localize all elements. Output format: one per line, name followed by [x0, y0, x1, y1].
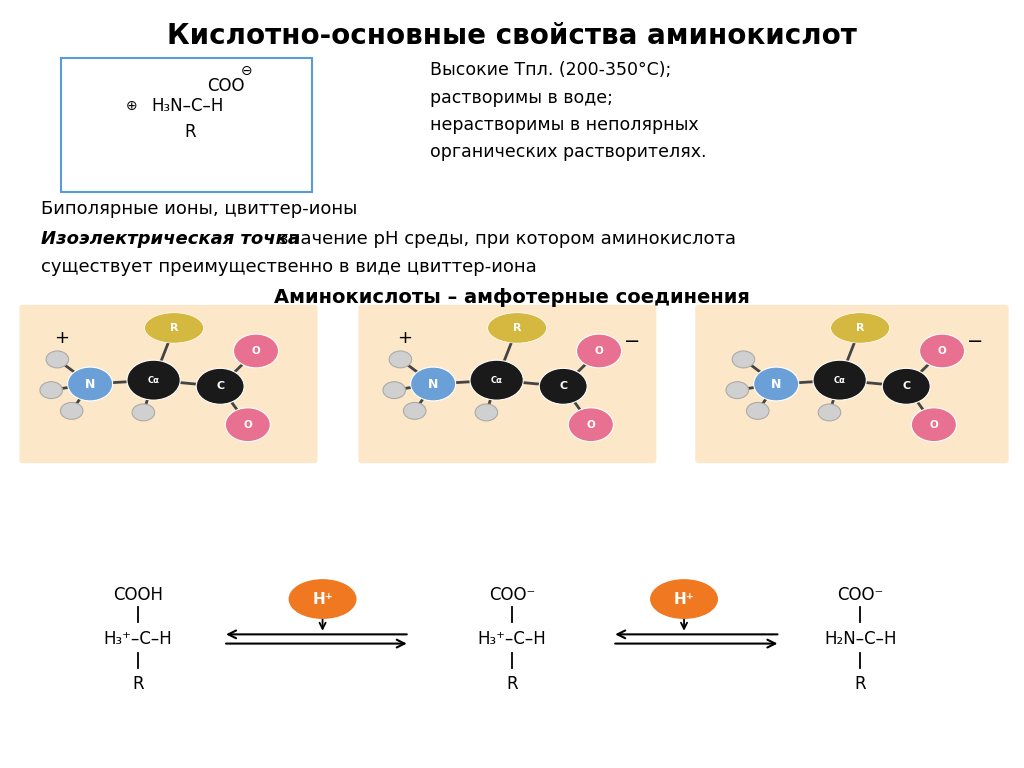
FancyBboxPatch shape	[695, 305, 1009, 463]
Text: +: +	[54, 329, 69, 347]
Ellipse shape	[651, 580, 717, 618]
Text: Cα: Cα	[147, 376, 160, 385]
Text: Кислотно-основные свойства аминокислот: Кислотно-основные свойства аминокислот	[167, 22, 857, 49]
Text: H₂N–C–H: H₂N–C–H	[824, 630, 896, 648]
Circle shape	[233, 334, 279, 368]
Text: COOH: COOH	[114, 586, 163, 604]
Text: O: O	[244, 419, 252, 430]
Text: Биполярные ионы, цвиттер-ионы: Биполярные ионы, цвиттер-ионы	[41, 200, 357, 217]
Text: H₃⁺–C–H: H₃⁺–C–H	[103, 630, 173, 648]
Text: C: C	[902, 381, 910, 392]
FancyBboxPatch shape	[358, 305, 656, 463]
Circle shape	[411, 367, 456, 401]
Circle shape	[68, 367, 113, 401]
Ellipse shape	[144, 313, 204, 343]
Text: N: N	[428, 378, 438, 390]
Circle shape	[568, 408, 613, 442]
Circle shape	[132, 404, 155, 421]
Text: R: R	[132, 674, 144, 693]
Circle shape	[475, 404, 498, 421]
Circle shape	[470, 360, 523, 400]
Circle shape	[389, 351, 412, 368]
Text: H⁺: H⁺	[674, 591, 694, 607]
Text: N: N	[85, 378, 95, 390]
Text: H₃⁺–C–H: H₃⁺–C–H	[477, 630, 547, 648]
Text: C: C	[216, 381, 224, 392]
Text: O: O	[252, 346, 260, 356]
Circle shape	[818, 404, 841, 421]
Text: существует преимущественно в виде цвиттер-иона: существует преимущественно в виде цвитте…	[41, 258, 537, 276]
Circle shape	[911, 408, 956, 442]
Circle shape	[40, 382, 62, 399]
FancyBboxPatch shape	[19, 305, 317, 463]
Circle shape	[746, 402, 769, 419]
Text: R: R	[856, 323, 864, 333]
Circle shape	[540, 369, 587, 404]
Circle shape	[197, 369, 244, 404]
Circle shape	[60, 402, 83, 419]
Text: R: R	[854, 674, 866, 693]
Circle shape	[46, 351, 69, 368]
Circle shape	[577, 334, 622, 368]
Text: - значение рН среды, при котором аминокислота: - значение рН среды, при котором аминоки…	[261, 230, 736, 248]
Text: −: −	[624, 333, 640, 351]
Circle shape	[726, 382, 749, 399]
FancyBboxPatch shape	[61, 58, 312, 192]
Text: Изоэлектрическая точка: Изоэлектрическая точка	[41, 230, 300, 248]
Text: N: N	[771, 378, 781, 390]
Text: Высокие Тпл. (200-350°С);
растворимы в воде;
нерастворимы в неполярных
органичес: Высокие Тпл. (200-350°С); растворимы в в…	[430, 61, 707, 161]
Text: COO⁻: COO⁻	[837, 586, 884, 604]
Text: O: O	[587, 419, 595, 430]
Circle shape	[883, 369, 930, 404]
Text: R: R	[506, 674, 518, 693]
Circle shape	[127, 360, 180, 400]
Circle shape	[225, 408, 270, 442]
Circle shape	[813, 360, 866, 400]
Text: COO⁻: COO⁻	[488, 586, 536, 604]
Text: Cα: Cα	[834, 376, 846, 385]
Circle shape	[383, 382, 406, 399]
Ellipse shape	[487, 313, 547, 343]
Text: O: O	[938, 346, 946, 356]
Text: Cα: Cα	[490, 376, 503, 385]
Text: Аминокислоты – амфотерные соединения: Аминокислоты – амфотерные соединения	[274, 288, 750, 307]
Ellipse shape	[830, 313, 890, 343]
Text: R: R	[184, 123, 197, 141]
Circle shape	[920, 334, 965, 368]
Text: C: C	[559, 381, 567, 392]
Text: −: −	[967, 333, 983, 351]
Circle shape	[732, 351, 755, 368]
Text: ⊕: ⊕	[125, 99, 137, 113]
Circle shape	[754, 367, 799, 401]
Text: R: R	[170, 323, 178, 333]
Text: H₃N–C–H: H₃N–C–H	[152, 97, 223, 115]
Circle shape	[403, 402, 426, 419]
Text: O: O	[595, 346, 603, 356]
Text: COO: COO	[208, 77, 245, 95]
Text: ⊖: ⊖	[241, 64, 253, 78]
Text: O: O	[930, 419, 938, 430]
Ellipse shape	[289, 580, 356, 618]
Text: H⁺: H⁺	[312, 591, 333, 607]
Text: R: R	[513, 323, 521, 333]
Text: +: +	[397, 329, 412, 347]
